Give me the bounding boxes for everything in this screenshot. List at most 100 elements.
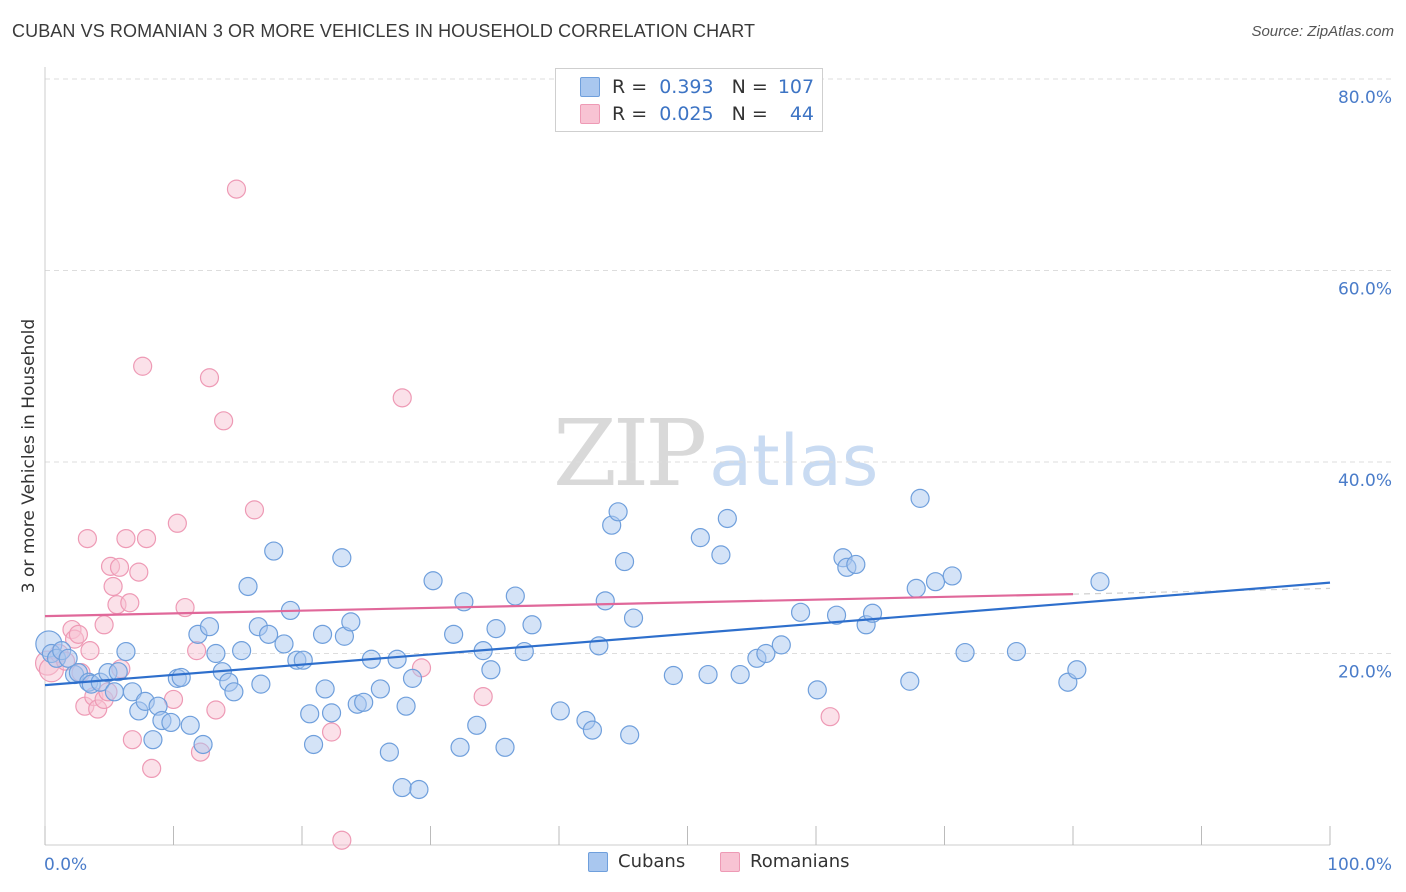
cuban-point [312, 624, 333, 644]
legend-item-cubans[interactable]: Cubans [588, 851, 685, 872]
cuban-point [300, 704, 320, 724]
series-legend: Cubans Romanians [0, 851, 1406, 877]
romanian-point [94, 615, 114, 635]
y-tick-label: 40.0% [1338, 471, 1392, 491]
y-tick-label: 60.0% [1338, 280, 1392, 300]
cuban-point [354, 692, 374, 712]
romanian-swatch [720, 851, 740, 872]
cuban-point [450, 737, 470, 757]
cuban-point [392, 777, 412, 798]
romanian-point [103, 576, 123, 597]
romanian-point [167, 513, 187, 533]
cuban-point [495, 737, 515, 757]
cuban-point [550, 701, 570, 721]
cuban-point [730, 664, 750, 685]
cuban-point [293, 650, 313, 670]
cuban-point [522, 615, 542, 635]
cuban-point [143, 730, 163, 750]
cuban-point [444, 624, 464, 644]
romanian-point [80, 641, 100, 661]
legend-r-label: R = [612, 76, 648, 98]
cuban-point [910, 488, 930, 508]
legend-n-value: 107 [777, 76, 815, 98]
cuban-point [409, 779, 429, 800]
cuban-point [698, 664, 718, 685]
y-tick-label: 80.0% [1338, 88, 1392, 108]
cuban-point [620, 725, 640, 745]
cuban-point [717, 508, 737, 529]
cuban-point [206, 643, 226, 664]
legend-n-label: N = [731, 76, 768, 98]
romanian-point [68, 624, 89, 644]
romanian-point [142, 758, 162, 779]
legend-cubans-label: Cubans [618, 851, 686, 872]
romanian-point [321, 722, 342, 742]
cuban-point [807, 680, 827, 700]
legend-romanians-label: Romanians [750, 851, 850, 872]
cuban-point [104, 682, 124, 702]
cuban-swatch [580, 77, 600, 97]
cuban-point [370, 679, 390, 699]
x-tick-label: 100.0% [1327, 855, 1392, 875]
cuban-point [595, 591, 615, 611]
legend-item-romanians[interactable]: Romanians [720, 851, 850, 872]
cuban-point [396, 696, 416, 716]
cuban-point [180, 715, 200, 735]
romanian-point [820, 707, 840, 727]
cuban-point [122, 682, 142, 702]
cuban-point [251, 674, 271, 694]
cuban-point [771, 635, 791, 655]
romanian-trend-line [44, 593, 1074, 618]
axes [44, 67, 1331, 846]
legend-r-value: 0.025 [659, 103, 714, 125]
cuban-point [274, 634, 294, 654]
cuban-point [161, 712, 181, 733]
romanian-point [133, 356, 153, 376]
cuban-point [756, 643, 776, 664]
cuban-point [711, 545, 731, 565]
source-label: Source: ZipAtlas.com [1251, 23, 1394, 40]
romanian-point [214, 411, 234, 431]
cuban-point [826, 605, 847, 625]
cuban-point [582, 720, 603, 740]
romanian-point [226, 179, 247, 199]
cuban-point [1090, 572, 1110, 592]
cuban-point [1067, 660, 1087, 680]
romanian-point [136, 528, 157, 549]
chart-title: CUBAN VS ROMANIAN 3 OR MORE VEHICLES IN … [12, 21, 756, 41]
tick-labels: 20.0% 40.0% 60.0% 80.0% 0.0% 100.0% 3 or more … [19, 88, 1392, 875]
cuban-point [303, 734, 324, 755]
cuban-point [224, 682, 244, 702]
romanian-swatch [580, 104, 600, 124]
romanian-point [77, 528, 98, 549]
cuban-point [846, 554, 866, 575]
romanian-point [206, 700, 226, 720]
legend-row-cubans: R = 0.393 N = 107 [580, 74, 814, 100]
cuban-point [608, 502, 628, 522]
cuban-point [264, 541, 284, 561]
romanian-point [244, 500, 265, 520]
cuban-point [900, 671, 920, 691]
cuban-point [955, 642, 975, 663]
cuban-point [379, 742, 399, 762]
cuban-trend-line [44, 581, 1331, 687]
cuban-point [116, 641, 136, 662]
legend-r-value: 0.393 [659, 76, 714, 98]
cuban-point [387, 649, 407, 669]
cuban-point [199, 617, 220, 637]
cuban-point [623, 608, 644, 628]
cuban-point [423, 571, 443, 591]
correlation-legend: R = 0.393 N = 107 R = 0.025 N = 44 [555, 68, 823, 132]
romanian-point [332, 830, 352, 850]
cuban-point [481, 660, 501, 680]
cuban-swatch [588, 851, 608, 872]
legend-n-label: N = [731, 103, 768, 125]
romanian-point [199, 368, 220, 388]
romanian-point [473, 686, 493, 707]
legend-r-label: R = [612, 103, 648, 125]
cuban-point [505, 586, 525, 606]
cuban-point [663, 665, 683, 686]
y-axis-title: 3 or more Vehicles in Household [19, 319, 39, 593]
cuban-point [321, 703, 342, 723]
